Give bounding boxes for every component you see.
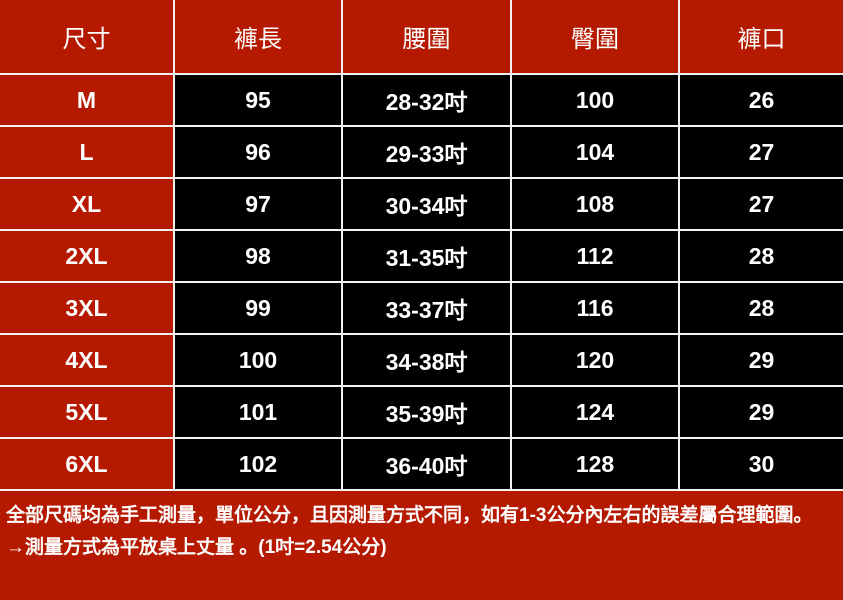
column-header: 尺寸: [0, 0, 173, 73]
table-cell: 31-35吋: [343, 231, 510, 281]
table-cell: 112: [512, 231, 678, 281]
column-header: 臀圍: [512, 0, 678, 73]
size-label-cell: M: [0, 75, 173, 125]
table-cell: 98: [175, 231, 341, 281]
table-cell: 97: [175, 179, 341, 229]
table-cell: 30-34吋: [343, 179, 510, 229]
table-cell: 120: [512, 335, 678, 385]
note-line-2: →測量方式為平放桌上丈量 。(1吋=2.54公分): [6, 537, 387, 558]
size-label-cell: 4XL: [0, 335, 173, 385]
table-cell: 29: [680, 387, 843, 437]
table-cell: 95: [175, 75, 341, 125]
table-cell: 27: [680, 179, 843, 229]
table-cell: 26: [680, 75, 843, 125]
table-cell: 128: [512, 439, 678, 489]
size-label-cell: 5XL: [0, 387, 173, 437]
size-label-cell: 6XL: [0, 439, 173, 489]
size-chart-table: 尺寸 褲長 腰圍 臀圍 褲口 M 95 28-32吋 100 26 L 96 29-33吋 104 27 XL…: [0, 0, 843, 491]
table-cell: 104: [512, 127, 678, 177]
size-label-cell: 2XL: [0, 231, 173, 281]
table-cell: 29: [680, 335, 843, 385]
table-cell: 124: [512, 387, 678, 437]
table-cell: 96: [175, 127, 341, 177]
table-cell: 28: [680, 231, 843, 281]
column-header: 褲口: [680, 0, 843, 73]
table-cell: 116: [512, 283, 678, 333]
size-label-cell: XL: [0, 179, 173, 229]
table-cell: 102: [175, 439, 341, 489]
table-cell: 29-33吋: [343, 127, 510, 177]
table-cell: 35-39吋: [343, 387, 510, 437]
column-header: 腰圍: [343, 0, 510, 73]
table-cell: 28-32吋: [343, 75, 510, 125]
table-cell: 101: [175, 387, 341, 437]
note-line-1: 全部尺碼均為手工測量，單位公分，且因測量方式不同，如有1-3公分內左右的誤差屬合…: [6, 505, 813, 526]
table-cell: 28: [680, 283, 843, 333]
table-cell: 34-38吋: [343, 335, 510, 385]
table-cell: 100: [512, 75, 678, 125]
table-cell: 30: [680, 439, 843, 489]
column-header: 褲長: [175, 0, 341, 73]
size-label-cell: 3XL: [0, 283, 173, 333]
table-cell: 36-40吋: [343, 439, 510, 489]
table-cell: 27: [680, 127, 843, 177]
table-cell: 100: [175, 335, 341, 385]
table-cell: 108: [512, 179, 678, 229]
measurement-notes: 全部尺碼均為手工測量，單位公分，且因測量方式不同，如有1-3公分內左右的誤差屬合…: [6, 500, 841, 564]
table-cell: 99: [175, 283, 341, 333]
table-cell: 33-37吋: [343, 283, 510, 333]
size-label-cell: L: [0, 127, 173, 177]
